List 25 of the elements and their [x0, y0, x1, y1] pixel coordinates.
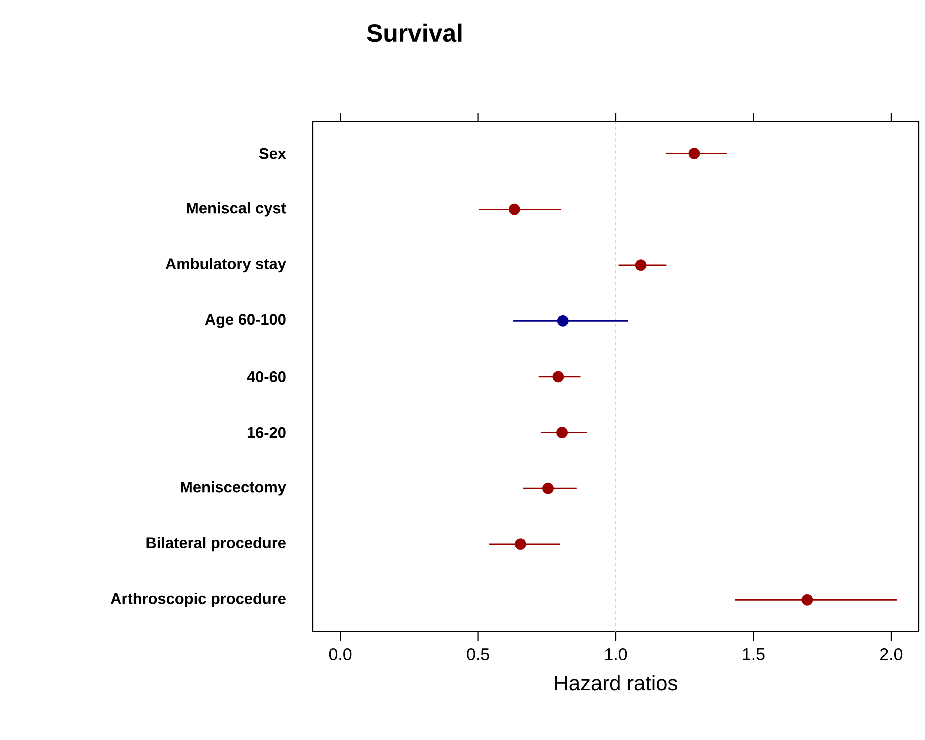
- point: [802, 594, 814, 606]
- y-tick-label: Meniscectomy: [181, 481, 286, 496]
- point: [688, 148, 700, 160]
- y-tick-label: Arthroscopic procedure: [110, 592, 286, 608]
- x-axis-title: Hazard ratios: [556, 675, 678, 691]
- chart-title: Survival: [367, 24, 462, 42]
- x-tick-label: 2.0: [880, 648, 903, 660]
- x-tick-label: 0.0: [329, 648, 352, 660]
- y-tick-label: 16-20: [248, 427, 286, 438]
- point: [542, 482, 554, 494]
- y-tick-label: Sex: [259, 148, 286, 160]
- x-tick-label: 1.5: [743, 648, 765, 660]
- point: [515, 538, 526, 550]
- point: [552, 371, 564, 383]
- x-tick-label: 1.0: [606, 648, 628, 660]
- point: [557, 315, 569, 327]
- y-tick-label: Meniscal cyst: [187, 202, 286, 217]
- point: [556, 427, 568, 438]
- point: [635, 260, 647, 272]
- y-tick-label: Age 60-100: [205, 314, 286, 328]
- y-tick-label: Ambulatory stay: [166, 258, 286, 273]
- y-tick-label: 40-60: [247, 372, 286, 382]
- y-tick-label: Bilateral procedure: [146, 537, 286, 552]
- point: [508, 204, 520, 216]
- x-tick-label: 0.5: [467, 648, 490, 660]
